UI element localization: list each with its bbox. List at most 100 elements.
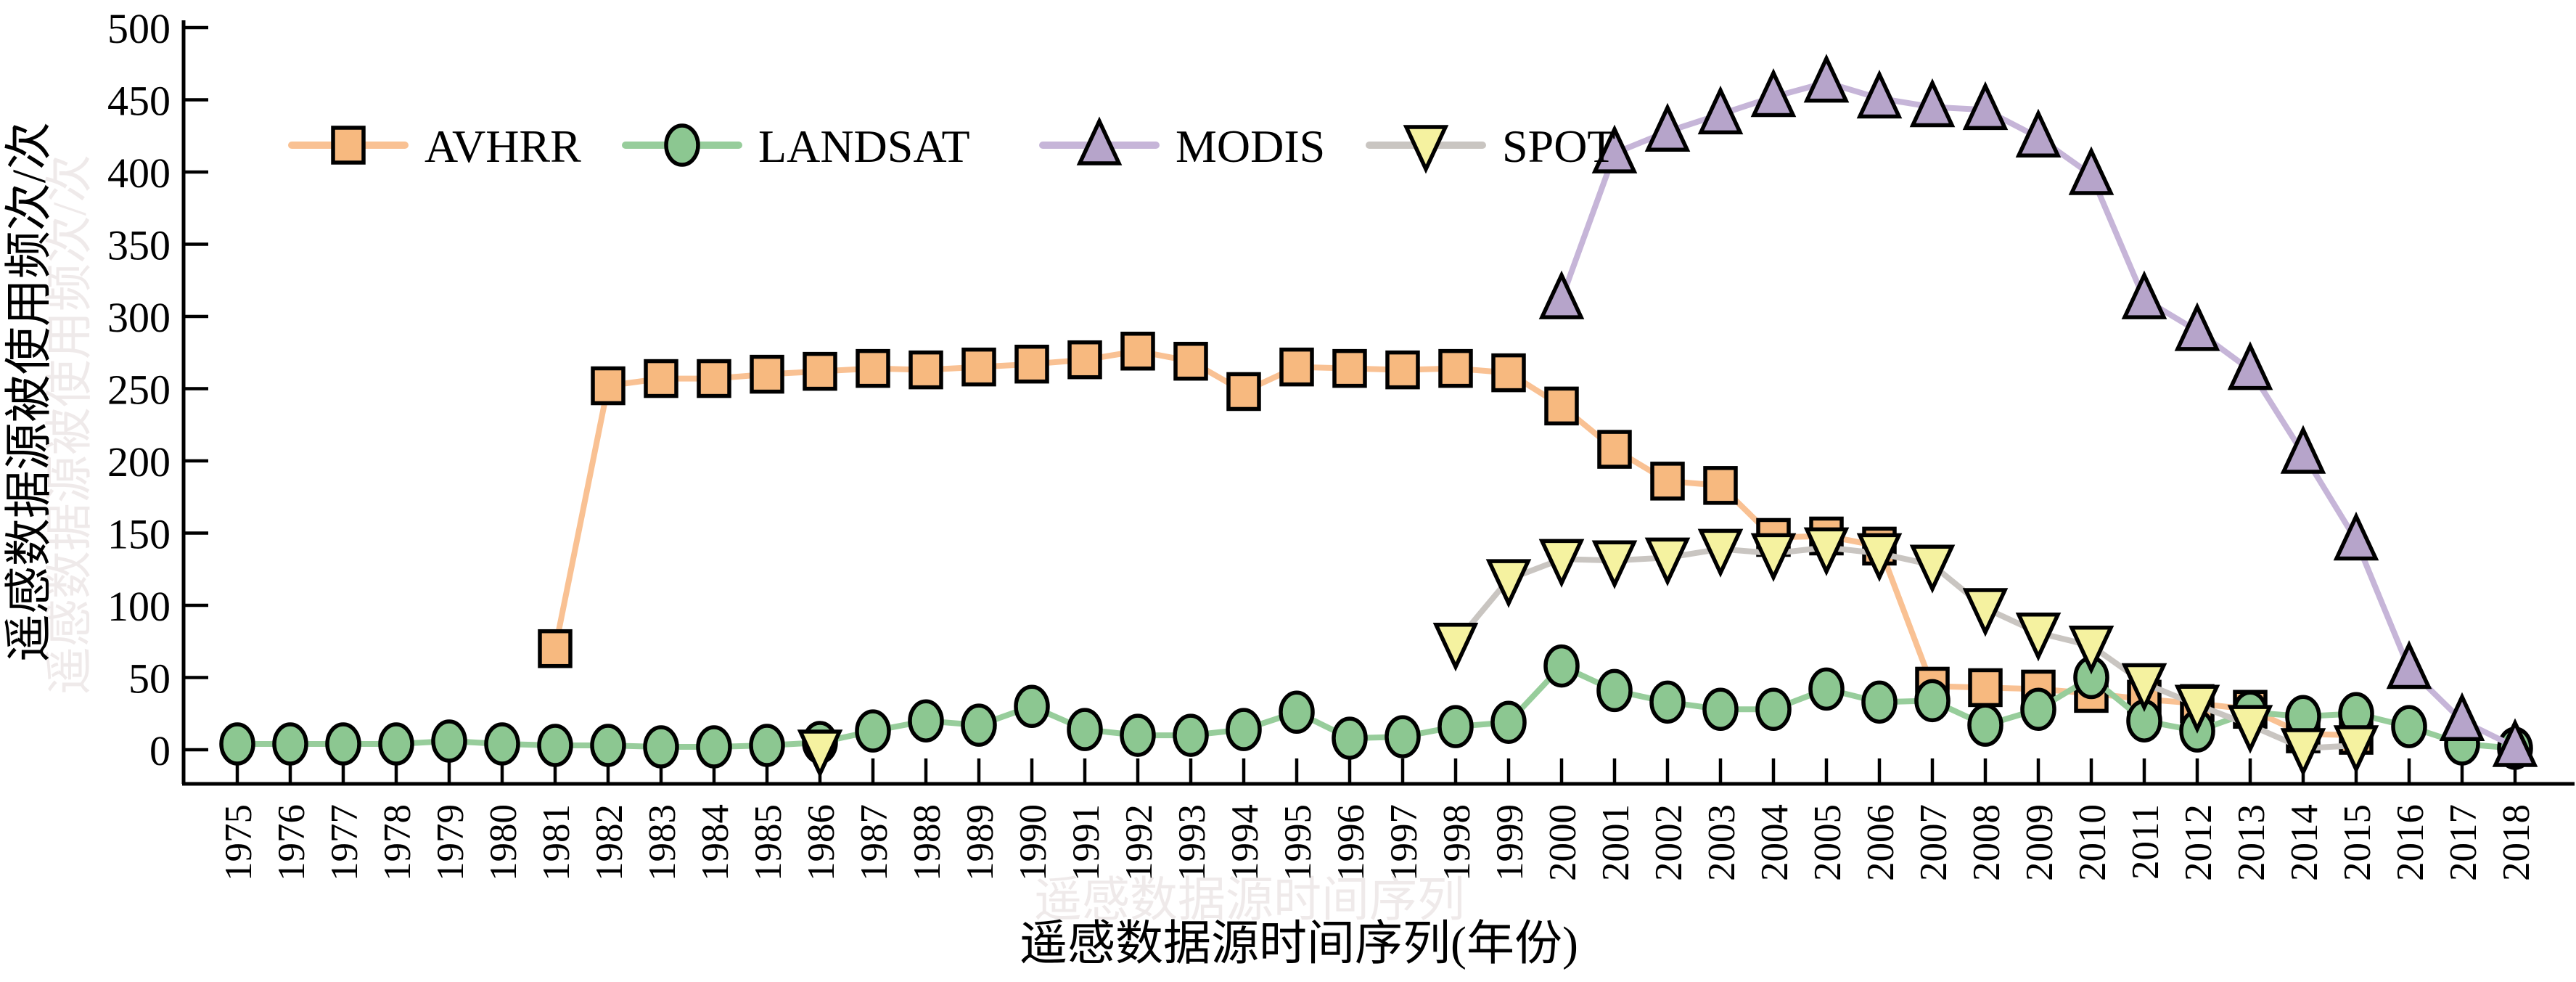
data-point-landsat-2016 [2391,705,2427,748]
x-tick-label-1979: 1979 [430,804,472,881]
data-point-spot-1999 [1485,559,1532,608]
x-tick-label-1980: 1980 [483,804,525,881]
data-point-modis-2004 [1750,68,1797,118]
data-point-spot-2006 [1856,533,1903,582]
data-point-landsat-1988 [908,699,944,742]
data-point-spot-2000 [1538,539,1585,588]
x-tick-label-1984: 1984 [694,804,737,881]
x-tick-label-2001: 2001 [1595,804,1637,881]
data-point-modis-2015 [2333,511,2379,561]
x-tick-label-2015: 2015 [2337,804,2379,881]
x-tick-label-2010: 2010 [2072,804,2114,881]
x-tick-label-1996: 1996 [1330,804,1372,881]
legend-marker-spot [1403,125,1449,174]
y-tick-label: 300 [107,294,171,341]
data-point-spot-2004 [1750,533,1797,582]
legend-item-landsat: LANDSAT [622,120,970,172]
data-point-spot-2012 [2174,684,2220,734]
data-point-landsat-2007 [1914,679,1951,723]
data-point-landsat-1982 [590,724,626,767]
data-point-landsat-1975 [219,722,255,766]
x-tick-label-2000: 2000 [1542,804,1584,881]
data-point-modis-2000 [1538,270,1585,319]
y-tick-label: 500 [107,5,171,52]
y-tick-label: 200 [107,438,171,486]
data-point-avhrr-1986 [803,351,837,391]
x-tick-label-2004: 2004 [1754,804,1796,881]
data-point-modis-2002 [1644,102,1691,152]
data-point-avhrr-1994 [1226,372,1261,412]
data-point-landsat-1990 [1014,684,1050,729]
data-point-spot-2009 [2015,613,2062,662]
data-point-modis-2001 [1591,124,1638,173]
data-point-landsat-2008 [1967,703,2003,747]
legend-item-spot: SPOT [1366,120,1616,174]
data-point-spot-2005 [1803,527,1850,576]
y-tick-label: 0 [149,727,171,774]
x-tick-label-1995: 1995 [1277,804,1319,881]
data-point-avhrr-1997 [1385,350,1420,390]
data-point-landsat-1989 [961,703,997,747]
x-tick-label-1977: 1977 [324,804,366,881]
series-line-spot [1453,544,2359,752]
x-tick-label-1978: 1978 [377,804,419,881]
data-point-spot-2014 [2280,728,2326,777]
x-tick-label-2009: 2009 [2019,804,2061,881]
x-tick-label-2012: 2012 [2178,804,2220,881]
data-point-landsat-2004 [1755,687,1792,732]
data-point-avhrr-2000 [1544,386,1579,426]
x-tick-label-1987: 1987 [853,804,895,881]
data-point-spot-2013 [2227,705,2273,754]
data-point-spot-2002 [1644,537,1691,586]
data-point-landsat-1987 [855,709,891,753]
data-point-landsat-2001 [1596,668,1633,713]
data-point-spot-2008 [1962,588,2009,637]
x-tick-label-1986: 1986 [800,804,842,881]
data-point-landsat-1994 [1226,708,1262,751]
data-point-avhrr-1981 [538,629,573,668]
data-point-avhrr-1987 [856,348,890,388]
x-tick-label-2017: 2017 [2442,804,2485,881]
data-point-landsat-1999 [1490,700,1527,744]
x-tick-label-1992: 1992 [1118,804,1160,881]
data-point-landsat-1998 [1437,705,1474,748]
data-point-landsat-1978 [378,722,414,766]
data-point-avhrr-1990 [1014,344,1049,384]
legend-label-modis: MODIS [1176,120,1325,172]
y-tick-label: 50 [128,655,171,702]
data-point-spot-1986 [797,729,843,779]
data-point-avhrr-1996 [1332,348,1367,388]
data-point-avhrr-1989 [961,347,996,387]
data-point-landsat-2003 [1702,687,1739,732]
data-point-avhrr-2002 [1650,462,1685,501]
data-point-modis-2018 [2492,718,2538,767]
axes-layer: 0 50 100 150 200 250 300 350 400 450 500 1975 1976 19… [107,5,2575,881]
x-tick-label-2014: 2014 [2284,804,2326,881]
data-point-landsat-2002 [1649,680,1686,724]
legend-marker-landsat [664,123,700,167]
data-point-modis-2009 [2015,108,2062,157]
data-point-landsat-1983 [643,725,679,769]
x-tick-label-1988: 1988 [906,804,948,881]
data-point-avhrr-1985 [750,354,784,394]
data-series-layer [219,54,2538,779]
data-point-avhrr-1982 [591,366,625,406]
series-spot [797,527,2379,779]
legend: AVHRR LANDSAT MODIS SPOT [288,116,1616,174]
data-point-landsat-1980 [484,722,520,766]
data-point-landsat-2000 [1543,644,1580,688]
y-tick-label: 400 [107,150,171,197]
series-modis [1538,54,2538,767]
data-point-modis-2011 [2121,270,2167,319]
data-point-landsat-1991 [1067,708,1103,751]
y-axis-title: 遥感数据源被使用频次/次 [3,122,56,662]
data-point-avhrr-1998 [1438,348,1473,388]
x-tick-label-2003: 2003 [1701,804,1743,881]
data-point-avhrr-1995 [1279,347,1314,387]
legend-item-avhrr: AVHRR [288,120,581,172]
data-point-spot-2003 [1697,528,1744,578]
data-point-avhrr-1993 [1173,341,1208,381]
axis-titles-layer: 遥感数据源被使用频次/次 遥感数据源时间序列(年份) [3,122,1578,970]
data-point-landsat-1976 [272,722,308,766]
